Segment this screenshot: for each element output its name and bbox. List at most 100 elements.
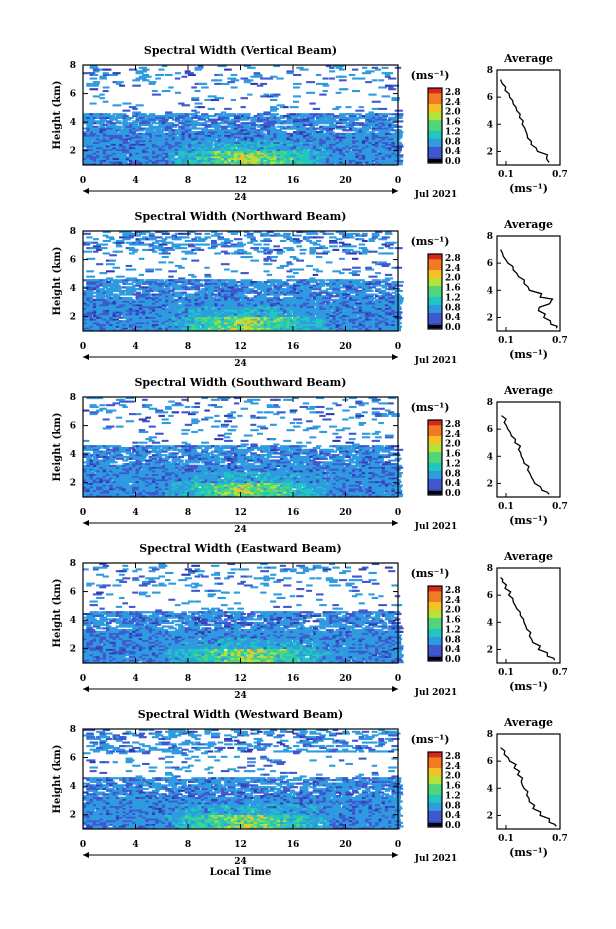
heatmap-cell [92, 143, 99, 146]
heatmap-cell [348, 320, 355, 323]
heatmap-cell [315, 147, 323, 150]
heatmap-cell [319, 307, 325, 310]
heatmap-cell [325, 298, 334, 301]
heatmap-cell [279, 163, 287, 166]
heatmap-cell [293, 100, 300, 103]
heatmap-cell [243, 65, 252, 68]
heatmap-cell [138, 231, 146, 234]
heatmap-cell [352, 68, 359, 71]
heatmap-cell [243, 79, 251, 82]
heatmap-cell [99, 115, 106, 118]
heatmap-cell [86, 289, 94, 293]
heatmap-cell [329, 314, 337, 318]
heatmap-cell [227, 147, 233, 150]
heatmap-cell [171, 284, 179, 287]
heatmap-cell [384, 84, 393, 87]
heatmap-cell [132, 161, 141, 164]
average-x-tick-label: 0.7 [552, 170, 568, 180]
heatmap-cell [122, 123, 129, 127]
heatmap-cell [102, 234, 109, 237]
heatmap-cell [138, 232, 147, 235]
heatmap-cell [135, 234, 141, 237]
heatmap-cell [109, 118, 118, 121]
heatmap-cell [174, 264, 182, 268]
heatmap-cell [227, 289, 235, 293]
heatmap-cell [256, 84, 264, 87]
heatmap-cell [247, 241, 254, 244]
heatmap-cell [122, 159, 128, 162]
heatmap-cell [230, 157, 237, 160]
heatmap-cell [325, 288, 335, 291]
heatmap-cell [83, 120, 90, 123]
heatmap-cell [296, 323, 302, 326]
heatmap-cell [99, 125, 106, 128]
heatmap-cell [178, 309, 185, 312]
heatmap-cell [201, 123, 208, 127]
heatmap-cell [119, 329, 125, 332]
colorbar-segment [428, 138, 442, 143]
heatmap-cell [194, 163, 201, 166]
heatmap-cell [227, 154, 234, 157]
heatmap-cell [345, 232, 353, 235]
heatmap-cell [168, 159, 175, 162]
heatmap-cell [286, 156, 293, 159]
heatmap-cell [115, 279, 123, 282]
heatmap-cell [250, 281, 260, 284]
heatmap-cell [86, 309, 93, 312]
heatmap-cell [220, 295, 229, 298]
heatmap-cell [89, 143, 96, 146]
heatmap-cell [250, 132, 256, 135]
heatmap-cell [155, 304, 162, 307]
heatmap-cell [138, 286, 145, 289]
heatmap-cell [142, 289, 149, 293]
heatmap-cell [194, 288, 201, 291]
colorbar-segment [428, 125, 442, 129]
heatmap-cell [299, 302, 306, 305]
heatmap-cell [99, 123, 106, 127]
heatmap-cell [135, 302, 141, 305]
heatmap-cell [197, 239, 206, 243]
heatmap-cell [197, 289, 204, 293]
heatmap-cell [207, 247, 216, 250]
heatmap-cell [165, 318, 171, 321]
heatmap-cell [293, 295, 300, 298]
heatmap-cell [122, 120, 128, 123]
heatmap-cell [338, 75, 347, 78]
heatmap-cell [273, 152, 280, 155]
heatmap-cell [309, 241, 318, 244]
heatmap-cell [178, 102, 185, 105]
heatmap-cell [217, 279, 225, 282]
heatmap-cell [388, 116, 395, 119]
heatmap-cell [283, 306, 290, 309]
heatmap-cell [165, 136, 172, 139]
heatmap-cell [342, 154, 349, 157]
heatmap-cell [293, 159, 302, 162]
heatmap-cell [128, 122, 138, 125]
heatmap-cell [171, 138, 178, 141]
heatmap-cell [312, 141, 319, 144]
heatmap-cell [148, 118, 158, 121]
heatmap-cell [168, 311, 175, 314]
colorbar-segment [428, 109, 442, 113]
heatmap-cell [352, 298, 360, 301]
heatmap-cell [270, 293, 280, 296]
heatmap-cell [335, 329, 342, 332]
heatmap-cell [207, 316, 214, 319]
heatmap-cell [92, 309, 99, 312]
heatmap-cell [184, 113, 191, 116]
heatmap-cell [381, 116, 387, 119]
heatmap-cell [240, 116, 249, 119]
heatmap-cell [224, 120, 230, 123]
heatmap-cell [119, 291, 125, 294]
heatmap-cell [158, 327, 165, 330]
heatmap-cell [148, 297, 158, 300]
heatmap-cell [230, 86, 238, 89]
x-tick-label: 0 [395, 176, 401, 186]
heatmap-cell [345, 145, 352, 148]
heatmap-cell [240, 272, 249, 275]
heatmap-cell [299, 125, 306, 128]
heatmap-cell [119, 84, 126, 87]
heatmap-cell [168, 125, 175, 128]
heatmap-cell [132, 125, 142, 128]
heatmap-cell [315, 270, 323, 273]
